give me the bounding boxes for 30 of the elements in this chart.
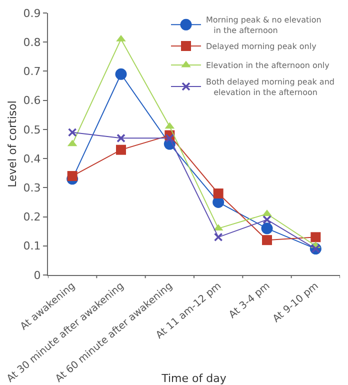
point <box>116 134 126 143</box>
y-tick-label: 0.9 <box>23 6 41 20</box>
y-tick-label: 0 <box>34 268 41 282</box>
y-tick-label: 0.3 <box>23 182 41 195</box>
point <box>310 232 321 242</box>
legend-label: Elevation in the afternoon only <box>206 61 330 70</box>
point <box>68 128 77 137</box>
legend-label: Delayed morning peak only <box>206 42 317 52</box>
x-axis-title: Time of day <box>160 372 227 385</box>
point <box>115 68 127 80</box>
y-axis-title: Level of cortisol <box>6 100 19 188</box>
point <box>67 171 78 182</box>
point <box>165 134 174 143</box>
y-tick-label: 0.7 <box>23 65 41 78</box>
point <box>214 232 223 242</box>
y-tick-label: 0.5 <box>23 123 41 136</box>
point <box>116 34 126 42</box>
point <box>116 144 126 155</box>
point <box>261 222 273 234</box>
point <box>262 215 272 224</box>
y-tick-label: 0.8 <box>23 36 41 49</box>
y-tick-label: 0.1 <box>23 240 41 253</box>
y-tick-label: 0.4 <box>23 152 41 166</box>
y-tick-label: 0.2 <box>23 210 41 224</box>
point <box>262 235 272 246</box>
x-tick-label: At 3-4 pm <box>227 280 272 321</box>
y-tick-label: 0.6 <box>23 94 41 108</box>
legend-label: Morning peak & no elevation in the afternoon <box>206 16 322 35</box>
legend-label: Both delayed morning peak and elevation in the afternoon <box>206 77 334 97</box>
point <box>213 188 224 198</box>
